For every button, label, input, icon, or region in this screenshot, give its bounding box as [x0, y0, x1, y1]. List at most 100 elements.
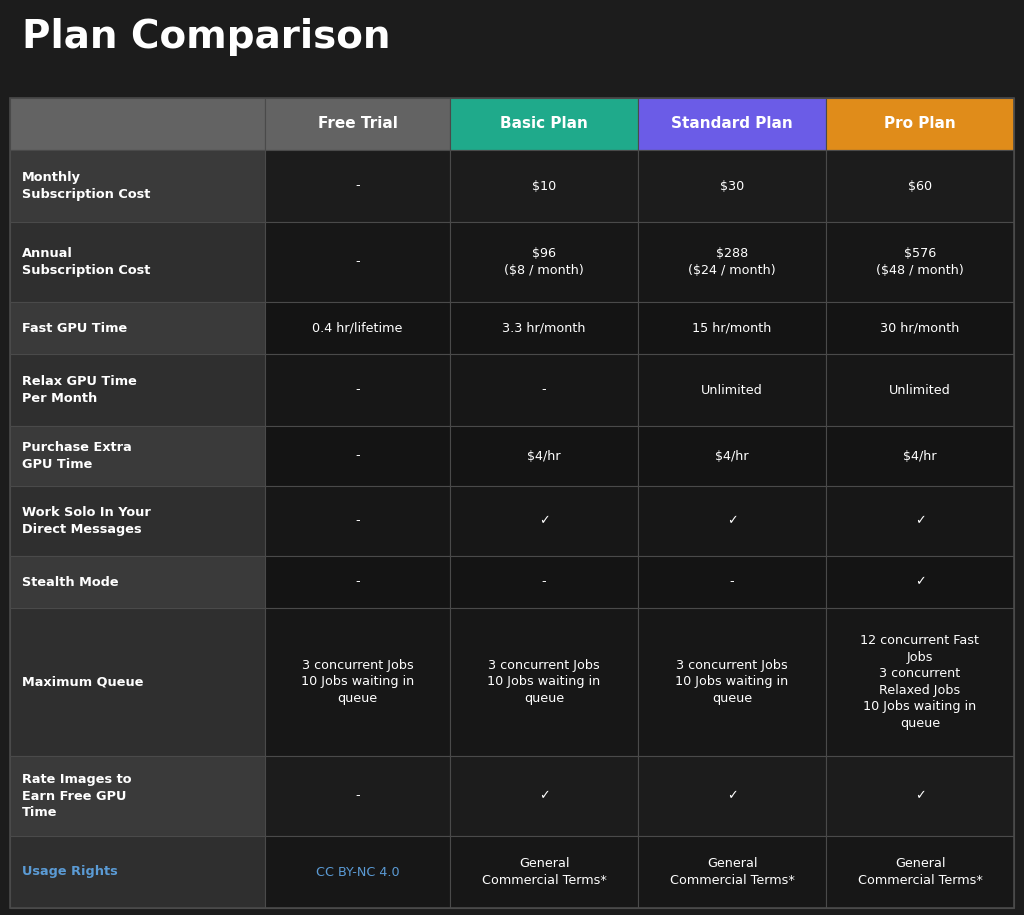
Text: 3.3 hr/month: 3.3 hr/month [502, 321, 586, 335]
Text: 15 hr/month: 15 hr/month [692, 321, 772, 335]
Text: Annual
Subscription Cost: Annual Subscription Cost [22, 247, 151, 276]
Text: 0.4 hr/lifetime: 0.4 hr/lifetime [312, 321, 402, 335]
Bar [265, 354, 450, 426]
Bar [10, 608, 265, 756]
Bar [265, 608, 450, 756]
Text: Rate Images to
Earn Free GPU
Time: Rate Images to Earn Free GPU Time [22, 773, 131, 819]
Bar [10, 302, 265, 354]
Text: $288
($24 / month): $288 ($24 / month) [688, 247, 776, 276]
Bar [450, 608, 638, 756]
Bar [826, 354, 1014, 426]
Bar [826, 302, 1014, 354]
Text: Monthly
Subscription Cost: Monthly Subscription Cost [22, 171, 151, 200]
Text: Purchase Extra
GPU Time: Purchase Extra GPU Time [22, 441, 132, 470]
Text: -: - [730, 576, 734, 588]
Text: ✓: ✓ [914, 576, 926, 588]
Text: $4/hr: $4/hr [903, 449, 937, 462]
Bar [638, 354, 826, 426]
Text: ✓: ✓ [914, 514, 926, 528]
Text: $10: $10 [531, 179, 556, 192]
Bar [638, 608, 826, 756]
Text: Stealth Mode: Stealth Mode [22, 576, 119, 588]
Bar [10, 150, 265, 222]
Bar [265, 556, 450, 608]
Bar [638, 150, 826, 222]
Text: -: - [355, 790, 359, 802]
Text: Fast GPU Time: Fast GPU Time [22, 321, 127, 335]
Bar [638, 222, 826, 302]
Text: General
Commercial Terms*: General Commercial Terms* [670, 857, 795, 887]
Bar [450, 426, 638, 486]
Bar [10, 98, 1014, 908]
Text: ✓: ✓ [539, 514, 549, 528]
Bar [265, 302, 450, 354]
Bar [826, 608, 1014, 756]
Bar [10, 836, 265, 908]
Bar [638, 98, 826, 150]
Bar [265, 98, 450, 150]
Text: $60: $60 [908, 179, 932, 192]
Text: 3 concurrent Jobs
10 Jobs waiting in
queue: 3 concurrent Jobs 10 Jobs waiting in que… [487, 659, 601, 705]
Text: $4/hr: $4/hr [715, 449, 749, 462]
Text: ✓: ✓ [539, 790, 549, 802]
Bar [826, 836, 1014, 908]
Text: $576
($48 / month): $576 ($48 / month) [877, 247, 964, 276]
Bar [638, 302, 826, 354]
Text: Basic Plan: Basic Plan [500, 116, 588, 132]
Bar [10, 486, 265, 556]
Bar [450, 556, 638, 608]
Bar [450, 354, 638, 426]
Bar [265, 426, 450, 486]
Text: Plan Comparison: Plan Comparison [22, 18, 390, 56]
Text: ✓: ✓ [727, 790, 737, 802]
Text: 3 concurrent Jobs
10 Jobs waiting in
queue: 3 concurrent Jobs 10 Jobs waiting in que… [676, 659, 788, 705]
Bar [638, 756, 826, 836]
Text: -: - [355, 576, 359, 588]
Bar [826, 426, 1014, 486]
Text: 3 concurrent Jobs
10 Jobs waiting in
queue: 3 concurrent Jobs 10 Jobs waiting in que… [301, 659, 414, 705]
Text: -: - [355, 514, 359, 528]
Bar [10, 756, 265, 836]
Bar [638, 486, 826, 556]
Bar [638, 836, 826, 908]
Text: General
Commercial Terms*: General Commercial Terms* [857, 857, 982, 887]
Bar [450, 98, 638, 150]
Text: -: - [355, 255, 359, 268]
Text: Work Solo In Your
Direct Messages: Work Solo In Your Direct Messages [22, 506, 151, 536]
Text: 12 concurrent Fast
Jobs
3 concurrent
Relaxed Jobs
10 Jobs waiting in
queue: 12 concurrent Fast Jobs 3 concurrent Rel… [860, 634, 980, 730]
Text: -: - [542, 576, 547, 588]
Text: Unlimited: Unlimited [701, 383, 763, 396]
Bar [826, 222, 1014, 302]
Text: 30 hr/month: 30 hr/month [881, 321, 959, 335]
Bar [826, 756, 1014, 836]
Bar [10, 556, 265, 608]
Bar [10, 98, 265, 150]
Text: Maximum Queue: Maximum Queue [22, 675, 143, 688]
Text: $30: $30 [720, 179, 744, 192]
Bar [265, 756, 450, 836]
Bar [265, 486, 450, 556]
Text: Usage Rights: Usage Rights [22, 866, 118, 878]
Bar [450, 222, 638, 302]
Text: CC BY-NC 4.0: CC BY-NC 4.0 [315, 866, 399, 878]
Bar [265, 150, 450, 222]
Bar [10, 222, 265, 302]
Bar [450, 836, 638, 908]
Text: Standard Plan: Standard Plan [671, 116, 793, 132]
Bar [450, 486, 638, 556]
Bar [826, 486, 1014, 556]
Bar [826, 556, 1014, 608]
Text: $4/hr: $4/hr [527, 449, 561, 462]
Text: -: - [355, 449, 359, 462]
Bar [10, 354, 265, 426]
Text: -: - [542, 383, 547, 396]
Text: -: - [355, 383, 359, 396]
Bar [265, 222, 450, 302]
Bar [450, 756, 638, 836]
Bar [638, 556, 826, 608]
Bar [638, 426, 826, 486]
Bar [265, 836, 450, 908]
Bar [10, 426, 265, 486]
Text: ✓: ✓ [914, 790, 926, 802]
Bar [826, 98, 1014, 150]
